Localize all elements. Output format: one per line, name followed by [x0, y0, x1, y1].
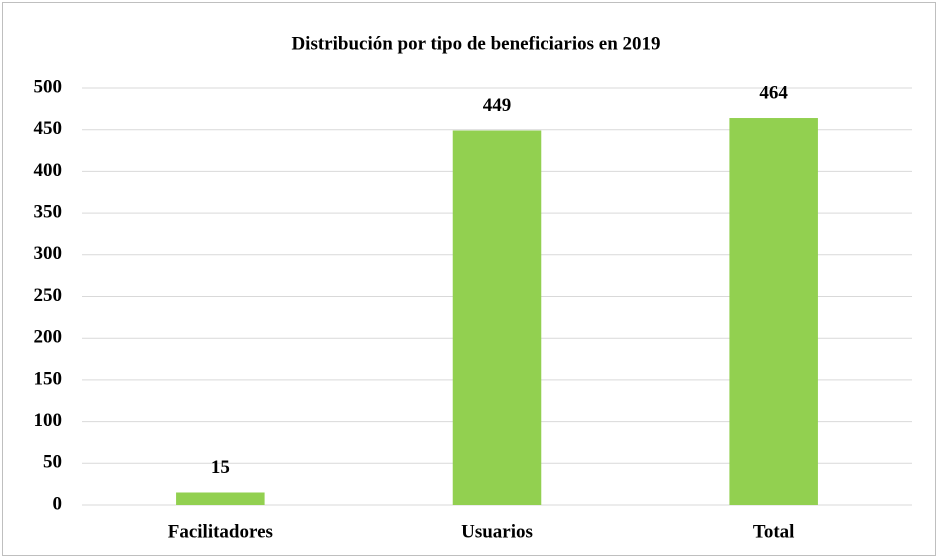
y-tick-label: 100 — [34, 410, 63, 431]
x-tick-label: Facilitadores — [168, 521, 273, 542]
bar — [729, 118, 818, 506]
bar — [452, 130, 542, 505]
x-tick-label: Total — [753, 521, 795, 542]
data-label: 464 — [759, 82, 788, 103]
x-tick-label: Usuarios — [461, 521, 533, 542]
y-tick-label: 200 — [34, 327, 63, 348]
y-tick-label: 300 — [34, 243, 63, 264]
y-tick-label: 350 — [34, 201, 63, 222]
y-tick-label: 500 — [34, 76, 63, 97]
chart-title: Distribución por tipo de beneficiarios e… — [291, 33, 660, 54]
y-tick-label: 0 — [53, 493, 63, 514]
y-tick-label: 50 — [43, 452, 62, 473]
y-tick-label: 450 — [34, 118, 63, 139]
y-tick-label: 250 — [34, 285, 63, 306]
data-label: 449 — [483, 95, 512, 116]
y-tick-label: 400 — [34, 160, 63, 181]
bar — [176, 492, 265, 505]
y-tick-label: 150 — [34, 368, 63, 389]
data-label: 15 — [211, 457, 230, 478]
